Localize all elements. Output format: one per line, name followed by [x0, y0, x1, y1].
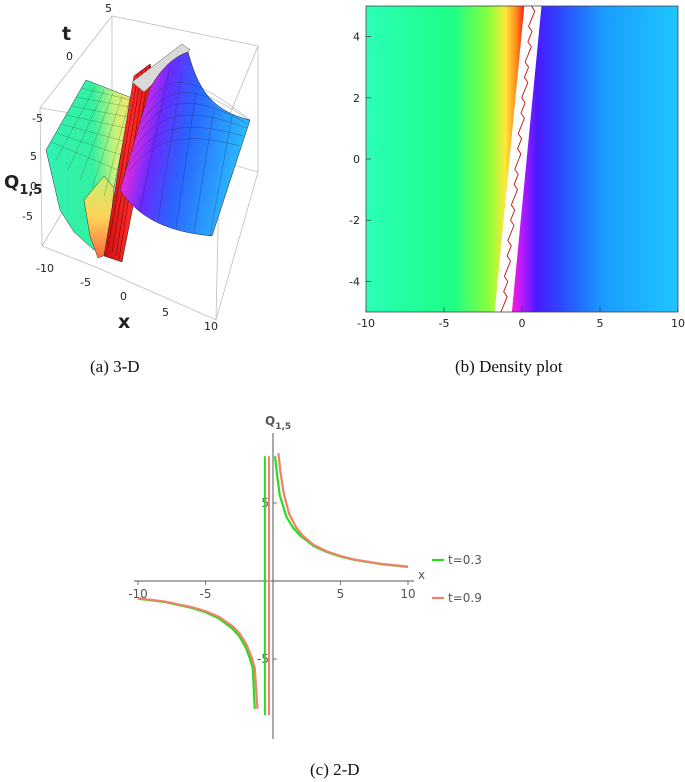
- x-tick-label: -5: [200, 587, 212, 601]
- x-tick-label: 5: [597, 317, 604, 330]
- density-left-region: [366, 6, 525, 312]
- t-tick: 0: [66, 50, 73, 63]
- t-tick: 5: [105, 2, 112, 15]
- z-tick: 5: [30, 150, 37, 163]
- x-tick-label: 10: [671, 317, 685, 330]
- y-axis-label: Q1,5: [265, 414, 291, 432]
- surface-3d-plot: t 5 0 -5 5 0 -5 Q1,5 -10 -5 0 5 10 x: [4, 2, 259, 333]
- x-axis-label: x: [118, 311, 130, 333]
- series-line-0-left: [137, 597, 256, 709]
- legend-label: t=0.9: [448, 591, 482, 605]
- y-tick-label: -5: [257, 652, 269, 666]
- singular-line: [500, 6, 536, 312]
- y-tick-label: -4: [349, 275, 360, 288]
- t-axis-label: t: [62, 23, 71, 45]
- caption-c: (c) 2-D: [310, 760, 360, 779]
- x-tick-label: -5: [439, 317, 450, 330]
- x-axis-label: x: [418, 568, 425, 582]
- caption-b: (b) Density plot: [455, 357, 563, 376]
- caption-a: (a) 3-D: [90, 357, 140, 376]
- line-plot: xQ1,5-10-55105-5 t=0.3t=0.9: [128, 414, 482, 739]
- legend-label: t=0.3: [448, 553, 482, 567]
- x-tick: 5: [162, 306, 169, 319]
- x-tick: 0: [120, 290, 127, 303]
- panel-2d: xQ1,5-10-55105-5 t=0.3t=0.9: [110, 405, 685, 755]
- x-tick-label: 0: [519, 317, 526, 330]
- y-tick-label: -2: [349, 214, 360, 227]
- x-tick-label: -10: [128, 587, 148, 601]
- series-line-1-right: [277, 452, 409, 568]
- series-line-1-left: [137, 597, 259, 709]
- x-tick-label: -10: [357, 317, 375, 330]
- y-tick-label: 2: [353, 92, 360, 105]
- z-tick: 0: [30, 180, 37, 193]
- x-tick: -10: [36, 262, 54, 275]
- density-right-region: [511, 6, 678, 312]
- x-tick: 10: [204, 320, 218, 333]
- z-axis-label: Q1,5: [4, 172, 42, 198]
- y-tick-label: 0: [353, 153, 360, 166]
- z-tick: -5: [22, 210, 33, 223]
- y-tick-label: 4: [353, 31, 360, 44]
- left-sheet: [45, 79, 133, 259]
- x-tick: -5: [80, 276, 91, 289]
- panel-density: -10 -5 0 5 10 4 2 0 -2 -4: [330, 0, 685, 345]
- t-tick: -5: [32, 112, 43, 125]
- x-tick-label: 5: [337, 587, 345, 601]
- series-line-0-right: [273, 456, 409, 569]
- right-sheet: [119, 51, 251, 237]
- density-plot: -10 -5 0 5 10 4 2 0 -2 -4: [349, 5, 685, 330]
- x-tick-label: 10: [400, 587, 415, 601]
- panel-3d: t 5 0 -5 5 0 -5 Q1,5 -10 -5 0 5 10 x: [0, 0, 300, 340]
